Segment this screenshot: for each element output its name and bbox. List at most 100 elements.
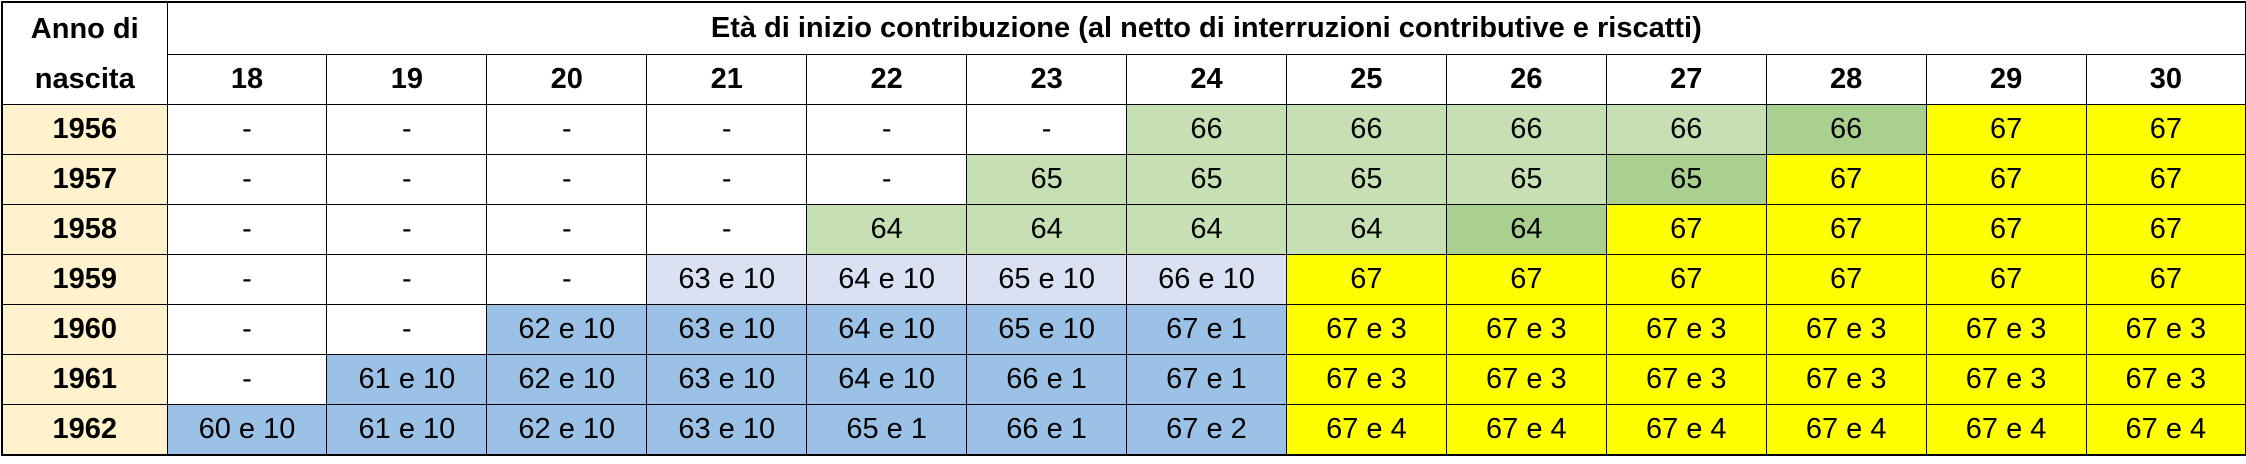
retirement-age: 65 xyxy=(1605,154,1767,205)
retirement-age: 62 e 10 xyxy=(486,404,648,456)
age-header: 29 xyxy=(1925,54,2087,105)
age-header: 23 xyxy=(966,54,1128,105)
retirement-age: 67 e 3 xyxy=(1765,304,1927,355)
retirement-age: 65 e 10 xyxy=(966,254,1128,305)
age-header: 18 xyxy=(166,54,328,105)
data-row: 1960- -62 e 10 63 e 10 64 e 10 65 e 10 67 e 1… xyxy=(1,304,2246,355)
retirement-age: 67 xyxy=(1765,154,1927,205)
retirement-age: 67 e 4 xyxy=(1445,404,1607,456)
retirement-age: - xyxy=(326,254,488,305)
retirement-age: 67 xyxy=(2085,104,2246,155)
data-row: 1959- - -63 e 10 64 e 10 65 e 10 66 e 10 67 67 6… xyxy=(1,254,2246,305)
data-row: 1962 60 e 10 61 e 10 62 e 10 63 e 10 65 e 1 66… xyxy=(1,404,2246,456)
birth-year: 1958 xyxy=(1,204,168,255)
retirement-age: 63 e 10 xyxy=(646,304,808,355)
age-header-row: 18 19 20 21 22 23 24 25 26 27 28 29 30 xyxy=(2,54,2246,105)
retirement-age: 64 xyxy=(1285,204,1447,255)
retirement-age: 67 e 3 xyxy=(1445,304,1607,355)
age-header: 25 xyxy=(1285,54,1447,105)
retirement-age: 63 e 10 xyxy=(646,404,808,456)
retirement-age: 64 e 10 xyxy=(806,354,968,405)
retirement-age: 67 e 2 xyxy=(1126,404,1287,456)
retirement-age: - xyxy=(326,204,488,255)
retirement-age: 67 xyxy=(1765,254,1927,305)
retirement-age: - xyxy=(806,104,968,155)
retirement-age: 65 xyxy=(966,154,1128,205)
retirement-age: 67 xyxy=(1925,254,2087,305)
retirement-age: 65 xyxy=(1126,154,1287,205)
retirement-age: - xyxy=(486,204,648,255)
retirement-age: - xyxy=(166,104,328,155)
retirement-age: - xyxy=(326,104,488,155)
retirement-age: 67 e 3 xyxy=(2085,304,2246,355)
retirement-age: - xyxy=(166,354,328,405)
retirement-age: 63 e 10 xyxy=(646,354,808,405)
retirement-age: 67 xyxy=(1445,254,1607,305)
retirement-age: 67 xyxy=(1765,204,1927,255)
age-header: 24 xyxy=(1126,54,1287,105)
retirement-age: - xyxy=(486,154,648,205)
retirement-age: - xyxy=(166,254,328,305)
birth-year: 1956 xyxy=(1,104,168,155)
retirement-age: - xyxy=(486,104,648,155)
age-header: 21 xyxy=(646,54,808,105)
retirement-age: - xyxy=(166,154,328,205)
retirement-age: 66 xyxy=(1126,104,1287,155)
retirement-age: 61 e 10 xyxy=(326,404,488,456)
age-header: 27 xyxy=(1605,54,1767,105)
retirement-age: 67 e 4 xyxy=(1285,404,1447,456)
data-row: 1957- - - - -65 65 65 65 65 67 67 67 xyxy=(1,154,2246,205)
age-header: 20 xyxy=(486,54,648,105)
retirement-age: 67 xyxy=(1605,204,1767,255)
retirement-age: - xyxy=(646,104,808,155)
retirement-age: 64 xyxy=(806,204,968,255)
retirement-age: 67 e 3 xyxy=(1285,354,1447,405)
retirement-age: 67 xyxy=(1605,254,1767,305)
retirement-age: 65 e 10 xyxy=(966,304,1128,355)
retirement-age: 64 xyxy=(1445,204,1607,255)
retirement-age: 67 xyxy=(1285,254,1447,305)
retirement-age: 66 e 10 xyxy=(1126,254,1287,305)
retirement-age: 67 e 3 xyxy=(1925,354,2087,405)
retirement-age: - xyxy=(326,154,488,205)
retirement-age: 67 e 4 xyxy=(1605,404,1767,456)
age-header: 28 xyxy=(1765,54,1927,105)
retirement-age: 67 xyxy=(1925,154,2087,205)
birth-year: 1957 xyxy=(1,154,168,205)
retirement-age: 60 e 10 xyxy=(166,404,328,456)
retirement-age: 67 e 3 xyxy=(1765,354,1927,405)
retirement-age: 66 xyxy=(1605,104,1767,155)
corner-header: Anno di nascita xyxy=(1,1,168,105)
birth-year: 1961 xyxy=(1,354,168,405)
retirement-age: 67 e 3 xyxy=(1925,304,2087,355)
retirement-age: 64 xyxy=(1126,204,1287,255)
retirement-age: 66 xyxy=(1765,104,1927,155)
retirement-age: 66 e 1 xyxy=(966,354,1128,405)
birth-year: 1960 xyxy=(1,304,168,355)
retirement-age: - xyxy=(166,204,328,255)
retirement-age: - xyxy=(486,254,648,305)
table-title: Età di inizio contribuzione (al netto di… xyxy=(166,1,2246,55)
retirement-age: 65 e 1 xyxy=(806,404,968,456)
retirement-age: 66 e 1 xyxy=(966,404,1128,456)
data-row: 1956- - - - - -66 66 66 66 66 67 67 xyxy=(1,104,2246,155)
birth-year: 1959 xyxy=(1,254,168,305)
retirement-age: 64 e 10 xyxy=(806,304,968,355)
header-row: Anno di nascita Età di inizio contribuzi… xyxy=(1,1,2246,105)
retirement-age: 67 xyxy=(2085,154,2246,205)
retirement-age: 67 e 1 xyxy=(1126,354,1287,405)
retirement-age: 61 e 10 xyxy=(326,354,488,405)
age-header: 19 xyxy=(326,54,488,105)
age-header: 30 xyxy=(2085,54,2246,105)
retirement-age: 67 e 3 xyxy=(1605,354,1767,405)
age-header: 22 xyxy=(806,54,968,105)
retirement-age: 67 e 3 xyxy=(2085,354,2246,405)
retirement-age: 67 xyxy=(1925,104,2087,155)
retirement-age: - xyxy=(326,304,488,355)
retirement-age: - xyxy=(966,104,1128,155)
retirement-age: 65 xyxy=(1285,154,1447,205)
retirement-age: 67 e 3 xyxy=(1445,354,1607,405)
retirement-age: 67 xyxy=(2085,254,2246,305)
